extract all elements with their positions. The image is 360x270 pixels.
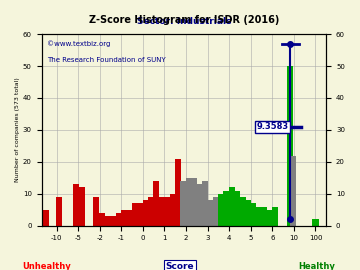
Y-axis label: Number of companies (573 total): Number of companies (573 total): [15, 77, 20, 182]
Bar: [207, 200, 213, 226]
Bar: [143, 200, 149, 226]
Title: Z-Score Histogram for ISDR (2016): Z-Score Histogram for ISDR (2016): [89, 15, 279, 25]
Bar: [289, 156, 296, 226]
Bar: [79, 187, 85, 226]
Bar: [121, 210, 127, 226]
Text: The Research Foundation of SUNY: The Research Foundation of SUNY: [47, 57, 166, 63]
Text: Unhealthy: Unhealthy: [22, 262, 71, 270]
Bar: [234, 191, 240, 226]
Bar: [229, 187, 235, 226]
Bar: [105, 216, 111, 226]
Text: Healthy: Healthy: [298, 262, 335, 270]
Bar: [186, 178, 192, 226]
Bar: [73, 184, 79, 226]
Bar: [43, 210, 49, 226]
Bar: [164, 197, 170, 226]
Bar: [159, 197, 165, 226]
Text: ©www.textbiz.org: ©www.textbiz.org: [47, 40, 111, 46]
Bar: [224, 191, 230, 226]
Bar: [93, 197, 99, 226]
Bar: [132, 203, 138, 226]
Bar: [218, 194, 224, 226]
Bar: [197, 184, 203, 226]
Bar: [153, 181, 159, 226]
Bar: [191, 178, 197, 226]
Bar: [175, 159, 181, 226]
Bar: [148, 197, 154, 226]
Bar: [261, 207, 267, 226]
Bar: [287, 66, 293, 226]
Bar: [272, 207, 278, 226]
Bar: [267, 210, 273, 226]
Bar: [56, 197, 62, 226]
Bar: [21, 203, 27, 226]
Bar: [99, 213, 105, 226]
Bar: [126, 210, 132, 226]
Bar: [312, 220, 319, 226]
Bar: [240, 197, 246, 226]
Bar: [213, 197, 219, 226]
Bar: [245, 200, 251, 226]
Bar: [180, 181, 186, 226]
Text: Sector: Industrials: Sector: Industrials: [137, 18, 231, 26]
Bar: [116, 213, 122, 226]
Text: 9.3583: 9.3583: [256, 122, 288, 131]
Bar: [202, 181, 208, 226]
Bar: [170, 194, 176, 226]
Bar: [256, 207, 262, 226]
Bar: [251, 203, 256, 226]
Bar: [110, 216, 116, 226]
Text: Score: Score: [166, 262, 194, 270]
Bar: [137, 203, 143, 226]
